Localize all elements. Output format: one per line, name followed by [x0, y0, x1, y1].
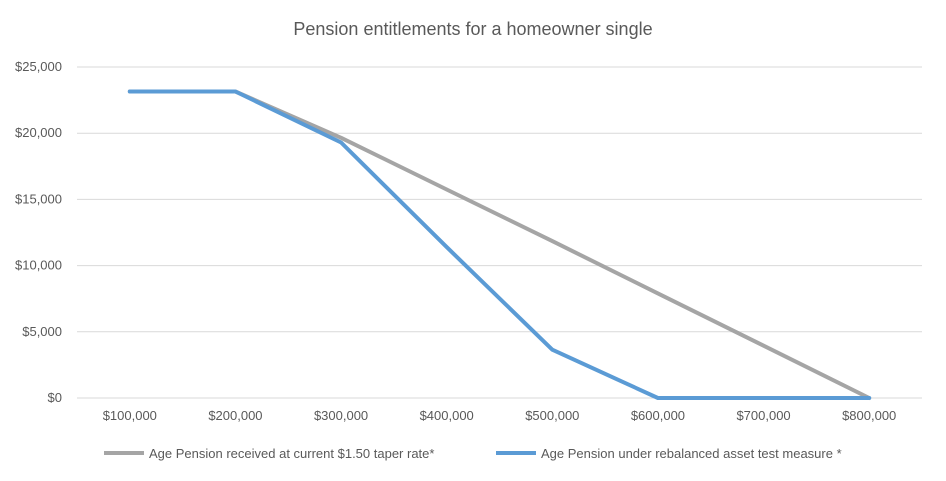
- legend-label: Age Pension received at current $1.50 ta…: [149, 446, 434, 461]
- x-tick-label: $300,000: [314, 408, 368, 423]
- series-line-2: [127, 89, 872, 400]
- y-tick-label: $5,000: [22, 324, 62, 339]
- y-tick-label: $0: [48, 390, 62, 405]
- x-tick-label: $800,000: [842, 408, 896, 423]
- legend: Age Pension received at current $1.50 ta…: [104, 446, 842, 461]
- y-tick-label: $10,000: [15, 258, 62, 273]
- x-axis-ticks: $100,000 $200,000 $300,000 $400,000 $500,000…: [103, 408, 897, 423]
- x-tick-label: $200,000: [208, 408, 262, 423]
- x-tick-label: $500,000: [525, 408, 579, 423]
- y-axis-ticks: $0 $5,000 $10,000 $15,000 $20,000 $25,000: [15, 59, 62, 405]
- x-tick-label: $100,000: [103, 408, 157, 423]
- gridlines: [77, 66, 922, 399]
- chart-title: Pension entitlements for a homeowner sin…: [293, 19, 652, 39]
- x-tick-label: $700,000: [736, 408, 790, 423]
- y-tick-label: $25,000: [15, 59, 62, 74]
- x-tick-label: $400,000: [420, 408, 474, 423]
- y-tick-label: $20,000: [15, 125, 62, 140]
- y-tick-label: $15,000: [15, 191, 62, 206]
- series-lines: [127, 89, 872, 400]
- series-line-1: [127, 89, 872, 400]
- x-tick-label: $600,000: [631, 408, 685, 423]
- legend-label: Age Pension under rebalanced asset test …: [541, 446, 842, 461]
